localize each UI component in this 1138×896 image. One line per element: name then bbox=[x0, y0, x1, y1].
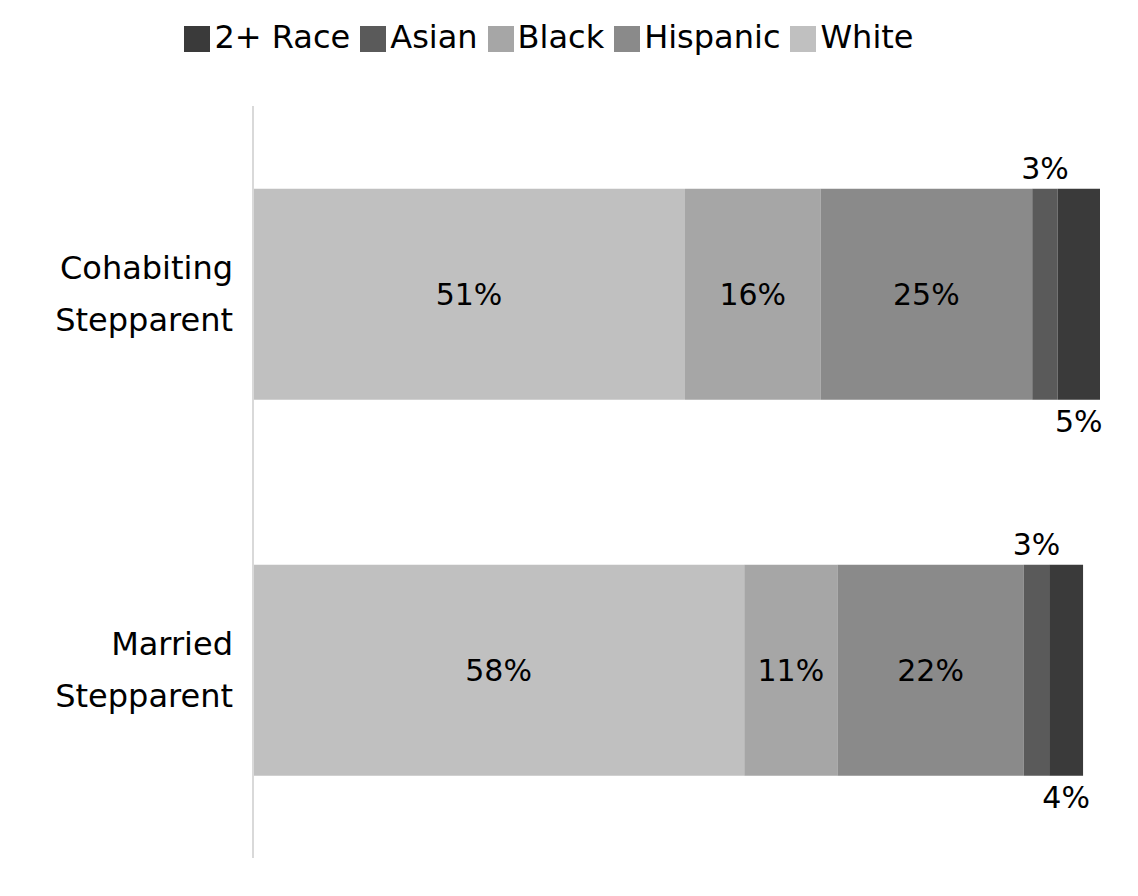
svg-text:3%: 3% bbox=[1013, 527, 1061, 562]
svg-text:CohabitingStepparent: CohabitingStepparent bbox=[55, 249, 233, 339]
html-text:2+ Race: 2+ Race bbox=[214, 18, 351, 56]
html-text:Hispanic: Hispanic bbox=[644, 18, 781, 56]
svg-text:11%: 11% bbox=[758, 653, 825, 688]
svg-text:3%: 3% bbox=[1021, 151, 1069, 186]
html-text:Black: Black bbox=[517, 18, 605, 56]
svg-text:25%: 25% bbox=[893, 277, 960, 312]
html-text:White: White bbox=[820, 18, 914, 56]
svg-text:4%: 4% bbox=[1042, 780, 1090, 815]
html-text:Asian: Asian bbox=[390, 18, 478, 56]
svg-text:5%: 5% bbox=[1055, 404, 1103, 439]
svg-text:22%: 22% bbox=[897, 653, 964, 688]
svg-text:16%: 16% bbox=[719, 277, 786, 312]
svg-text:58%: 58% bbox=[465, 653, 532, 688]
svg-text:51%: 51% bbox=[436, 277, 503, 312]
svg-text:MarriedStepparent: MarriedStepparent bbox=[55, 625, 233, 715]
